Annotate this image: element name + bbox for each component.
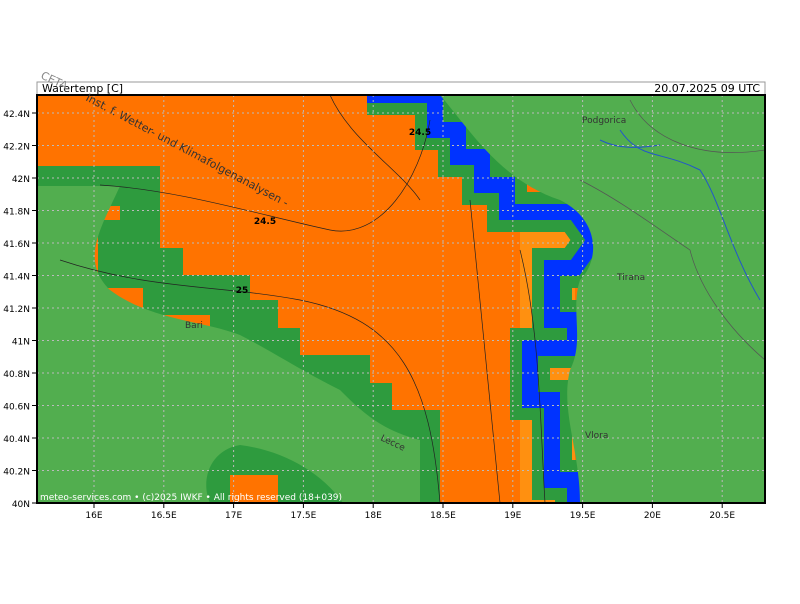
x-tick-label: 19E [504,511,521,521]
contour-label: 24.5 [254,217,276,227]
x-tick-label: 17.5E [291,511,317,521]
frame [36,94,766,504]
coast-shallow [367,95,605,503]
land-balkans [440,95,765,503]
contour-line [59,95,546,503]
y-tick-label: 41.4N [3,273,30,283]
y-tick-label: 42N [12,175,30,185]
y-tick-label: 41.8N [3,208,30,218]
y-tick-label: 40.4N [3,435,30,445]
y-tick-label: 42.2N [3,143,30,153]
y-tick-label: 40.6N [3,403,30,413]
x-tick-label: 16.5E [151,511,177,521]
place-label: Tirana [616,273,645,283]
map-datetime: 20.07.2025 09 UTC [654,82,760,95]
place-label: Podgorica [582,116,626,126]
map-area [37,95,765,503]
land-italy [37,186,420,503]
y-tick-label: 40N [12,500,30,510]
y-tick-label: 40.2N [3,468,30,478]
x-tick-label: 20E [644,511,661,521]
place-label: Bari [185,321,203,331]
x-tick-label: 16E [85,511,102,521]
x-tick-label: 18E [365,511,382,521]
contour-label: 25 [236,286,249,296]
map-title: Watertemp [C] [42,82,123,95]
x-tick-label: 17E [225,511,242,521]
y-tick-label: 41.2N [3,305,30,315]
x-tick-label: 20.5E [709,511,735,521]
contour-label: 24.5 [409,128,431,138]
y-tick-label: 42.4N [3,110,30,120]
x-tick-label: 18.5E [430,511,456,521]
place-label: Vlora [585,431,608,441]
x-tick-label: 19.5E [570,511,596,521]
footer: meteo-services.com • (c)2025 IWKF • All … [40,493,342,503]
y-tick-label: 41N [12,338,30,348]
y-tick-label: 41.6N [3,240,30,250]
y-tick-label: 40.8N [3,370,30,380]
river [599,129,761,301]
